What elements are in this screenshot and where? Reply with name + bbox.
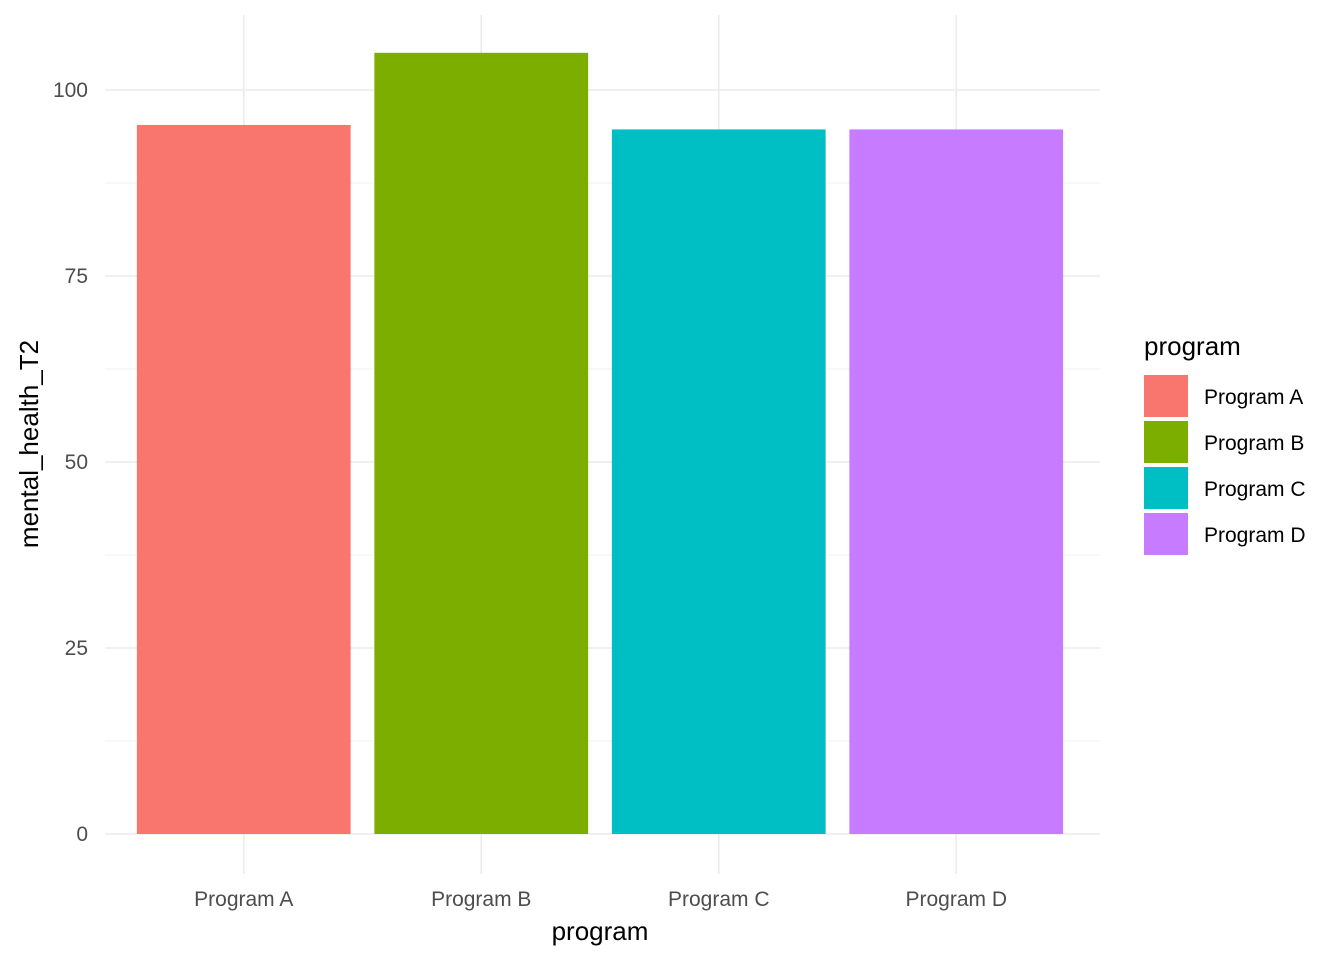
bar-program-b — [374, 52, 589, 835]
legend-key — [1144, 375, 1188, 417]
bar-program-c — [611, 129, 826, 834]
legend-label: Program A — [1204, 386, 1303, 409]
y-tick-label: 75 — [65, 265, 88, 288]
legend-label: Program B — [1204, 432, 1304, 455]
legend-key — [1144, 421, 1188, 463]
y-tick-label: 25 — [65, 637, 88, 660]
bar-program-d — [849, 129, 1064, 834]
y-axis-ticks: 0 25 50 75 100 — [53, 79, 88, 846]
x-tick-label: Program D — [905, 888, 1007, 911]
x-axis-ticks: Program A Program B Program C Program D — [194, 888, 1007, 911]
legend-title: program — [1144, 331, 1241, 361]
bars — [136, 52, 1064, 835]
legend-items: Program A Program B Program C Program D — [1144, 375, 1306, 555]
y-tick-label: 100 — [53, 79, 88, 102]
legend-label: Program C — [1204, 478, 1306, 501]
x-tick-label: Program B — [431, 888, 531, 911]
bar-program-a — [136, 124, 351, 834]
legend-key — [1144, 513, 1188, 555]
y-axis-title: mental_health_T2 — [14, 340, 44, 548]
x-axis-title: program — [552, 916, 649, 946]
y-tick-label: 0 — [76, 823, 88, 846]
x-tick-label: Program A — [194, 888, 293, 911]
x-tick-label: Program C — [668, 888, 770, 911]
legend-label: Program D — [1204, 524, 1306, 547]
y-tick-label: 50 — [65, 451, 88, 474]
legend-key — [1144, 467, 1188, 509]
